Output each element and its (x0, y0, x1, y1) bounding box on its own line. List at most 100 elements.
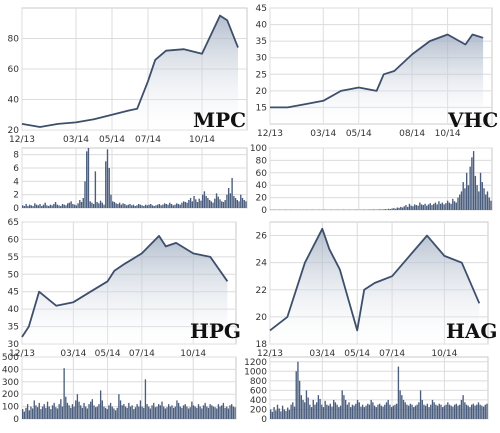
volume-bar (441, 202, 444, 210)
volume-bar (198, 198, 200, 208)
volume-bar (401, 207, 404, 210)
volume-y-tick-label: 200 (250, 405, 267, 415)
volume-bar (348, 402, 350, 419)
volume-y-tick-label: 0 (261, 415, 267, 425)
x-tick-label: 07/14 (135, 135, 161, 145)
volume-bar (90, 401, 92, 419)
volume-bar (221, 201, 223, 208)
volume-bar (162, 204, 164, 208)
volume-bar (182, 405, 185, 419)
volume-bar (116, 407, 118, 419)
volume-bar (68, 202, 71, 208)
volume-bar (302, 399, 304, 419)
volume-bar (445, 203, 447, 210)
volume-bar (176, 203, 178, 208)
volume-bar (221, 405, 223, 419)
volume-bar (389, 404, 391, 419)
volume-bar (232, 406, 235, 419)
volume-bar (31, 408, 34, 419)
volume-bar (112, 201, 114, 208)
volume-bar (386, 209, 388, 210)
volume-bar (177, 204, 180, 208)
volume-bar (80, 202, 83, 208)
volume-y-tick-label: 1000 (244, 367, 267, 377)
volume-bar (464, 402, 466, 419)
volume-bar (63, 368, 65, 419)
x-tick-label: 07/14 (129, 349, 155, 359)
volume-bar (85, 406, 87, 419)
ticker-label: HPG (190, 319, 241, 343)
volume-bar (236, 200, 238, 208)
volume-bar (181, 407, 183, 419)
volume-bar (111, 406, 113, 419)
volume-bar (436, 204, 438, 210)
x-tick-label: 07/14 (379, 349, 405, 359)
volume-bar (478, 191, 480, 210)
volume-y-tick-label: 500 (2, 353, 19, 363)
volume-bar (176, 400, 178, 419)
volume-bar (455, 202, 457, 210)
volume-bar (75, 205, 78, 208)
volume-bar (350, 407, 352, 419)
volume-bar (283, 409, 285, 419)
volume-bar (426, 205, 428, 210)
volume-bar (194, 406, 196, 419)
volume-bar (32, 206, 34, 208)
volume-bar (448, 202, 451, 210)
volume-bar (53, 204, 55, 208)
volume-bar (94, 171, 97, 208)
volume-bar (407, 405, 410, 419)
volume-bar (415, 205, 418, 210)
volume-bar (234, 407, 236, 419)
volume-bar (40, 409, 42, 419)
volume-bar (65, 205, 67, 208)
volume-bar (485, 194, 487, 210)
volume-bar (422, 205, 425, 210)
volume-bar (231, 178, 233, 208)
volume-bar (151, 205, 154, 208)
volume-bar (424, 203, 426, 210)
volume-bar (431, 399, 434, 419)
volume-bar (88, 404, 90, 419)
volume-bar (149, 408, 152, 419)
volume-bar (331, 406, 333, 419)
volume-bar (30, 406, 32, 419)
volume-bar (214, 198, 216, 208)
volume-bar (355, 403, 357, 419)
volume-bar (379, 209, 381, 210)
volume-bar (114, 410, 117, 419)
volume-bar (155, 205, 157, 208)
volume-bar (406, 404, 408, 419)
volume-bar (187, 408, 190, 419)
volume-bar (33, 400, 35, 419)
price-y-tick-label: 25 (256, 70, 267, 80)
volume-bar (200, 200, 202, 208)
x-tick-label: 05/14 (344, 349, 370, 359)
volume-bar (148, 406, 150, 419)
volume-bar (404, 402, 406, 419)
volume-bar (186, 406, 188, 419)
volume-bar (30, 205, 33, 208)
volume-bar (191, 201, 193, 208)
volume-bar (143, 206, 145, 208)
volume-bar (26, 404, 29, 419)
volume-bar (27, 206, 29, 208)
ticker-label: HAG (446, 319, 498, 343)
volume-bar (288, 409, 291, 419)
volume-bar (433, 203, 435, 210)
volume-bar (470, 404, 473, 419)
volume-bar (204, 402, 206, 419)
volume-bar (207, 407, 210, 419)
volume-bar (377, 209, 379, 210)
volume-bar (99, 200, 102, 208)
volume-bar (287, 407, 289, 419)
volume-bar (22, 409, 24, 419)
volume-bar (414, 405, 417, 419)
volume-bar (115, 203, 117, 208)
volume-bar (196, 407, 198, 419)
volume-bar (188, 200, 190, 208)
volume-bar (80, 405, 82, 419)
volume-bar (481, 182, 483, 210)
volume-bar (126, 407, 128, 419)
volume-bar (35, 204, 38, 208)
